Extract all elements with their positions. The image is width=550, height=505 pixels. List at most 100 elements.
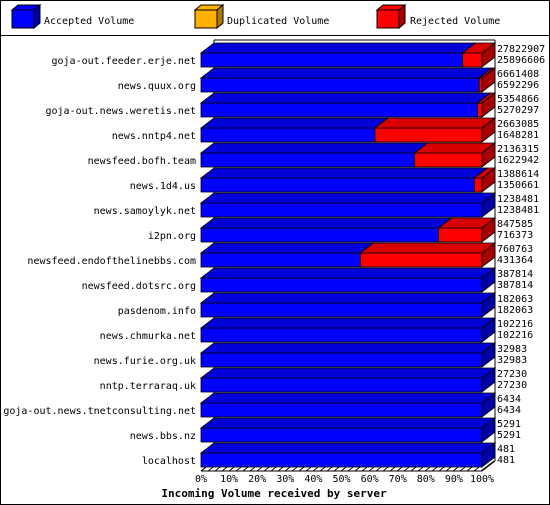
bar-accepted-top bbox=[199, 392, 497, 404]
bar-accepted bbox=[200, 277, 483, 293]
bar-group bbox=[199, 142, 497, 168]
bar-accepted bbox=[200, 52, 463, 68]
total-value-label: 6661408 bbox=[497, 69, 539, 80]
x-tick-label: 20% bbox=[248, 474, 266, 485]
bar-group bbox=[199, 117, 497, 143]
total-value-label: 182063 bbox=[497, 294, 533, 305]
bars-layer bbox=[199, 42, 497, 468]
x-tick-label: 60% bbox=[361, 474, 379, 485]
bar-accepted-top bbox=[199, 442, 497, 454]
bar-accepted-top bbox=[199, 417, 497, 429]
category-label: goja-out.feeder.erje.net bbox=[52, 56, 197, 67]
legend-swatch-accepted bbox=[11, 9, 35, 29]
accepted-value-label: 481 bbox=[497, 455, 515, 466]
category-label: i2pn.org bbox=[148, 231, 196, 242]
total-value-label: 481 bbox=[497, 444, 515, 455]
x-tick-label: 100% bbox=[470, 474, 494, 485]
accepted-value-label: 1238481 bbox=[497, 205, 539, 216]
legend-swatch-duplicated bbox=[194, 9, 218, 29]
bar-accepted bbox=[200, 327, 483, 343]
accepted-value-label: 716373 bbox=[497, 230, 533, 241]
bar-side bbox=[481, 242, 496, 268]
bar-rejected bbox=[374, 127, 483, 143]
legend-swatch-accepted-side bbox=[33, 3, 41, 30]
category-label: news.1d4.us bbox=[130, 181, 196, 192]
legend-label-duplicated: Duplicated Volume bbox=[227, 16, 329, 27]
total-value-label: 5354866 bbox=[497, 94, 539, 105]
category-label: news.nntp4.net bbox=[112, 131, 196, 142]
total-value-label: 5291 bbox=[497, 419, 521, 430]
legend-item-duplicated: Duplicated Volume bbox=[193, 3, 329, 30]
category-label: goja-out.news.tnetconsulting.net bbox=[3, 406, 196, 417]
bar-rejected bbox=[473, 177, 483, 193]
x-tick-label: 0% bbox=[195, 474, 207, 485]
total-value-label: 27230 bbox=[497, 369, 527, 380]
accepted-value-label: 182063 bbox=[497, 305, 533, 316]
bar-rejected bbox=[414, 152, 483, 168]
bar-side bbox=[481, 217, 496, 243]
bar-accepted-top bbox=[199, 142, 429, 154]
bar-rejected bbox=[478, 77, 483, 93]
bar-side bbox=[481, 292, 496, 318]
bar-group bbox=[199, 317, 497, 343]
category-label: news.quux.org bbox=[118, 81, 196, 92]
legend-label-accepted: Accepted Volume bbox=[44, 16, 134, 27]
category-label: newsfeed.dotsrc.org bbox=[82, 281, 196, 292]
bar-rejected-top bbox=[373, 117, 497, 129]
x-tick-label: 40% bbox=[304, 474, 322, 485]
total-value-label: 2663085 bbox=[497, 119, 539, 130]
bar-accepted-top bbox=[199, 267, 497, 279]
x-tick-label: 10% bbox=[220, 474, 238, 485]
bar-side bbox=[481, 417, 496, 443]
bar-accepted bbox=[200, 177, 475, 193]
bar-rejected bbox=[359, 252, 483, 268]
x-tick-label: 70% bbox=[389, 474, 407, 485]
bar-group bbox=[199, 442, 497, 468]
bar-accepted-top bbox=[199, 242, 375, 254]
accepted-value-label: 387814 bbox=[497, 280, 533, 291]
bar-side bbox=[481, 442, 496, 468]
bar-group bbox=[199, 42, 497, 68]
bar-group bbox=[199, 92, 497, 118]
category-label: localhost bbox=[142, 456, 196, 467]
x-tick-label: 90% bbox=[445, 474, 463, 485]
bar-accepted bbox=[200, 452, 483, 468]
bar-side bbox=[481, 367, 496, 393]
total-value-label: 1388614 bbox=[497, 169, 539, 180]
accepted-value-label: 1622942 bbox=[497, 155, 539, 166]
bar-group bbox=[199, 367, 497, 393]
bar-accepted bbox=[200, 127, 376, 143]
bar-accepted-top bbox=[199, 317, 497, 329]
bar-side bbox=[481, 317, 496, 343]
accepted-value-label: 5270297 bbox=[497, 105, 539, 116]
bar-side bbox=[481, 67, 496, 93]
bar-accepted bbox=[200, 377, 483, 393]
legend-label-rejected: Rejected Volume bbox=[410, 16, 500, 27]
bar-accepted bbox=[200, 402, 483, 418]
bar-side bbox=[481, 342, 496, 368]
legend-item-accepted: Accepted Volume bbox=[10, 3, 134, 30]
bar-side bbox=[481, 92, 496, 118]
accepted-value-label: 25896606 bbox=[497, 55, 545, 66]
bar-accepted bbox=[200, 352, 483, 368]
accepted-value-label: 102216 bbox=[497, 330, 533, 341]
bar-accepted-top bbox=[199, 42, 477, 54]
bar-accepted-top bbox=[199, 342, 497, 354]
bar-side bbox=[481, 267, 496, 293]
bar-accepted bbox=[200, 152, 415, 168]
category-label: news.chmurka.net bbox=[100, 331, 196, 342]
bar-accepted bbox=[200, 227, 439, 243]
bar-group bbox=[199, 192, 497, 218]
bar-accepted bbox=[200, 102, 478, 118]
bar-side bbox=[481, 392, 496, 418]
accepted-value-label: 27230 bbox=[497, 380, 527, 391]
x-tick-label: 50% bbox=[332, 474, 350, 485]
accepted-value-label: 431364 bbox=[497, 255, 533, 266]
total-value-label: 102216 bbox=[497, 319, 533, 330]
legend: Accepted Volume Duplicated Volume Reject… bbox=[10, 3, 500, 30]
legend-swatch-rejected bbox=[376, 9, 400, 29]
x-tick-label: 30% bbox=[276, 474, 294, 485]
bar-accepted bbox=[200, 427, 483, 443]
category-label: pasdenom.info bbox=[118, 306, 196, 317]
